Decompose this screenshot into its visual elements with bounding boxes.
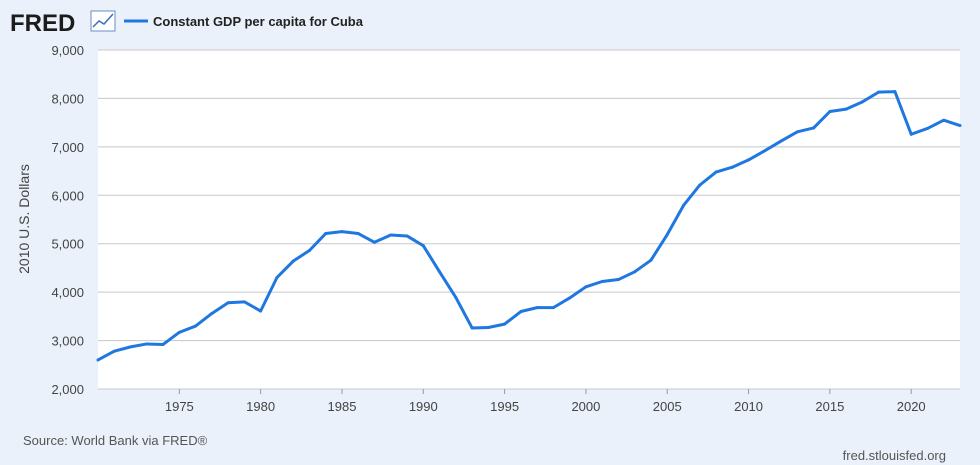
y-tick-label: 9,000 <box>51 43 84 58</box>
data-point <box>519 310 523 314</box>
data-point <box>210 311 214 315</box>
data-point <box>925 126 929 130</box>
data-point <box>291 259 295 263</box>
data-point <box>682 203 686 207</box>
data-point <box>584 285 588 289</box>
data-point <box>194 324 198 328</box>
x-tick-label: 2005 <box>653 399 682 414</box>
data-point <box>324 232 328 236</box>
data-point <box>568 296 572 300</box>
data-point <box>372 240 376 244</box>
y-tick-label: 4,000 <box>51 285 84 300</box>
data-point <box>340 230 344 234</box>
x-tick-label: 1995 <box>490 399 519 414</box>
fred-logo[interactable]: FRED <box>10 10 75 37</box>
data-point <box>535 306 539 310</box>
data-point <box>405 234 409 238</box>
plot-area <box>98 50 960 389</box>
data-point <box>454 295 458 299</box>
data-point <box>129 345 133 349</box>
data-point <box>551 306 555 310</box>
data-point <box>795 130 799 134</box>
data-point <box>893 90 897 94</box>
data-point <box>649 258 653 262</box>
data-point <box>958 124 962 128</box>
y-tick-label: 5,000 <box>51 237 84 252</box>
x-axis-ticks: 1975 1980 1985 1990 1995 2000 2005 2010 2015 2020 <box>165 389 926 414</box>
data-point <box>145 342 149 346</box>
x-tick-label: 2020 <box>897 399 926 414</box>
data-point <box>389 233 393 237</box>
data-point <box>421 244 425 248</box>
fred-logo-graph-icon <box>90 10 116 32</box>
data-point <box>503 322 507 326</box>
data-point <box>96 358 100 362</box>
data-point <box>779 139 783 143</box>
data-point <box>112 349 116 353</box>
data-point <box>616 278 620 282</box>
x-tick-label: 1990 <box>409 399 438 414</box>
data-point <box>275 276 279 280</box>
data-point <box>844 107 848 111</box>
data-point <box>665 233 669 237</box>
data-point <box>242 300 246 304</box>
data-point <box>828 110 832 113</box>
data-point <box>486 326 490 329</box>
data-point <box>942 118 946 122</box>
data-point <box>860 100 864 104</box>
data-point <box>356 232 360 236</box>
site-link[interactable]: fred.stlouisfed.org <box>843 448 946 463</box>
x-tick-label: 1985 <box>328 399 357 414</box>
data-point <box>763 149 767 153</box>
grid-lines <box>98 49 960 390</box>
x-tick-label: 2010 <box>734 399 763 414</box>
data-point <box>812 126 816 130</box>
y-tick-label: 6,000 <box>51 188 84 203</box>
series-points <box>96 90 962 362</box>
legend-label: Constant GDP per capita for Cuba <box>153 14 364 29</box>
y-axis-ticks: 2,000 3,000 4,000 5,000 6,000 7,000 8,000 9,000 <box>51 43 84 397</box>
data-point <box>747 158 751 162</box>
data-point <box>438 270 442 274</box>
data-point <box>177 330 181 334</box>
data-point <box>161 342 165 346</box>
y-tick-label: 3,000 <box>51 334 84 349</box>
data-point <box>909 132 913 136</box>
source-note: Source: World Bank via FRED® <box>23 433 208 448</box>
data-point <box>633 270 637 274</box>
data-point <box>226 301 230 305</box>
y-tick-label: 7,000 <box>51 140 84 155</box>
y-tick-label: 2,000 <box>51 382 84 397</box>
data-point <box>877 90 881 94</box>
data-point <box>600 279 604 283</box>
data-point <box>470 326 474 330</box>
data-point <box>259 309 263 313</box>
x-tick-label: 1975 <box>165 399 194 414</box>
x-tick-label: 2000 <box>571 399 600 414</box>
y-axis-title: 2010 U.S. Dollars <box>16 164 32 274</box>
series-line-cuba-gdp <box>97 90 961 362</box>
data-point <box>730 165 734 169</box>
data-point <box>698 183 702 187</box>
data-point <box>714 170 718 174</box>
x-tick-label: 1980 <box>246 399 275 414</box>
data-point <box>307 248 311 252</box>
y-tick-label: 8,000 <box>51 91 84 106</box>
x-tick-label: 2015 <box>815 399 844 414</box>
